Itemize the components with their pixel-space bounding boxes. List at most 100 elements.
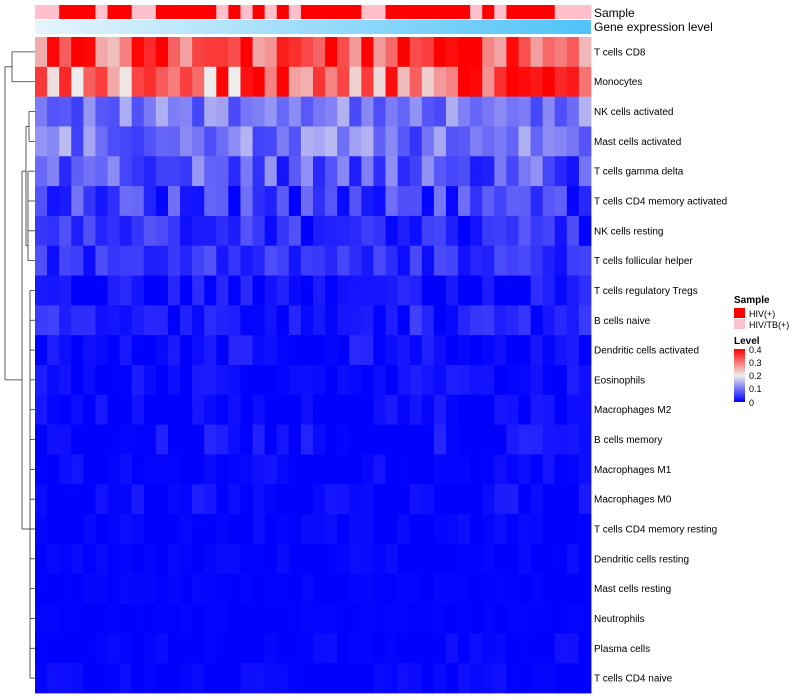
heatmap-cell <box>107 663 121 694</box>
heatmap-cell <box>167 66 181 98</box>
heatmap-cell <box>361 126 374 157</box>
heatmap-cell <box>228 394 241 426</box>
heatmap-cell <box>385 394 399 426</box>
row-label: B cells naive <box>594 316 651 327</box>
heatmap-cell <box>397 96 411 127</box>
heatmap-cell <box>518 633 531 664</box>
heatmap-cell <box>107 37 121 68</box>
heatmap-cell <box>349 454 362 485</box>
heatmap-cell <box>167 275 181 306</box>
heatmap-cell <box>300 424 314 455</box>
heatmap-cell <box>119 245 133 276</box>
heatmap-cell <box>300 633 314 664</box>
heatmap-cell <box>107 66 121 98</box>
heatmap-cell <box>433 514 447 545</box>
heatmap-cell <box>458 66 471 98</box>
heatmap-cell <box>35 275 48 306</box>
heatmap-cell <box>313 305 326 336</box>
heatmap-cell <box>155 454 169 485</box>
heatmap-cell <box>252 305 266 336</box>
heatmap-cell <box>71 126 84 157</box>
heatmap-cell <box>361 305 374 336</box>
heatmap-cell <box>252 514 266 545</box>
row-label: Dendritic cells resting <box>594 554 689 565</box>
legend-swatch-hiv <box>734 308 745 318</box>
heatmap-cell <box>204 215 217 247</box>
heatmap-cell <box>373 603 386 634</box>
heatmap-cell <box>337 394 350 426</box>
heatmap-cell <box>349 335 362 366</box>
heatmap-cell <box>71 156 84 187</box>
heatmap-cell <box>276 335 290 366</box>
heatmap-cell <box>530 484 544 515</box>
heatmap-cell <box>482 186 495 217</box>
heatmap-cell <box>288 66 302 98</box>
heatmap-cell <box>518 484 531 515</box>
heatmap-cell <box>228 245 241 276</box>
heatmap-cell <box>518 37 531 68</box>
heatmap-cell <box>300 305 314 336</box>
heatmap-cell <box>385 66 399 98</box>
heatmap-cell <box>35 394 48 426</box>
heatmap-cell <box>288 424 302 455</box>
heatmap-cell <box>180 543 193 575</box>
heatmap-cell <box>276 66 290 98</box>
heatmap-cell <box>180 126 193 157</box>
heatmap-cell <box>59 365 72 396</box>
heatmap-cell <box>47 454 60 485</box>
heatmap-cell <box>530 633 544 664</box>
heatmap-cell <box>433 186 447 217</box>
heatmap-cell <box>204 424 217 455</box>
heatmap-cell <box>59 156 72 187</box>
heatmap-cell <box>216 335 229 366</box>
heatmap-cell <box>83 484 96 515</box>
heatmap-cell <box>337 543 350 575</box>
heatmap-cell <box>71 573 84 604</box>
heatmap-cell <box>337 245 350 276</box>
heatmap-cell <box>95 663 108 694</box>
heatmap-cell <box>167 603 181 634</box>
heatmap-cell <box>192 96 205 127</box>
heatmap-cell <box>458 633 471 664</box>
row-label: T cells CD4 memory activated <box>594 197 727 208</box>
heatmap-cell <box>385 186 399 217</box>
heatmap-cell <box>361 156 374 187</box>
heatmap-cell <box>361 96 374 127</box>
gene-expression-gradient-bar <box>35 20 591 34</box>
heatmap-cell <box>252 96 266 127</box>
heatmap-cell <box>397 424 411 455</box>
heatmap-cell <box>373 424 386 455</box>
heatmap-cell <box>155 365 169 396</box>
heatmap-cell <box>264 37 278 68</box>
heatmap-cell <box>445 543 459 575</box>
heatmap-cell <box>578 37 592 68</box>
heatmap-cell <box>313 514 326 545</box>
heatmap-cell <box>300 245 314 276</box>
heatmap-cell <box>385 156 399 187</box>
row-label: Mast cells activated <box>594 137 681 148</box>
heatmap-cell <box>228 365 241 396</box>
heatmap-cell <box>518 454 531 485</box>
heatmap-cell <box>300 603 314 634</box>
heatmap-cell <box>325 514 338 545</box>
heatmap-cell <box>107 514 121 545</box>
heatmap-cell <box>276 663 290 694</box>
heatmap-cell <box>167 424 181 455</box>
heatmap-cell <box>445 484 459 515</box>
heatmap-cell <box>313 275 326 306</box>
heatmap-cell <box>107 126 121 157</box>
heatmap-cell <box>240 663 253 694</box>
heatmap-cell <box>554 245 568 276</box>
heatmap-cell <box>530 573 544 604</box>
heatmap-cell <box>35 126 48 157</box>
heatmap-cell <box>313 335 326 366</box>
heatmap-cell <box>228 514 241 545</box>
heatmap-cell <box>83 96 96 127</box>
heatmap-cell <box>252 573 266 604</box>
heatmap-cell <box>494 514 507 545</box>
heatmap-cell <box>313 126 326 157</box>
heatmap-cell <box>228 126 241 157</box>
annotation-label-gene-expression: Gene expression level <box>594 20 713 34</box>
heatmap-cell <box>397 543 411 575</box>
heatmap-cell <box>421 66 435 98</box>
